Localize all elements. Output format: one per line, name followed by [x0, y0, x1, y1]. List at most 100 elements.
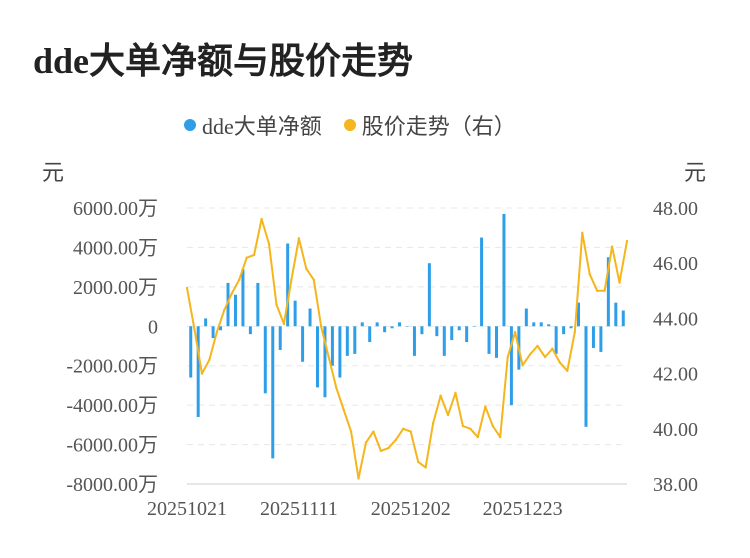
price-point [260, 217, 263, 221]
right-tick-label: 42.00 [653, 364, 698, 386]
price-point [364, 441, 368, 444]
dde-bar[interactable] [420, 326, 424, 335]
dde-bar[interactable] [502, 213, 506, 327]
dde-bar[interactable] [621, 310, 625, 327]
dde-bar[interactable] [427, 263, 431, 327]
dde-bar[interactable] [569, 326, 573, 329]
dde-bar[interactable] [233, 294, 237, 327]
price-point [581, 231, 584, 235]
dde-bar[interactable] [472, 326, 476, 327]
right-axis-unit: 元 [684, 160, 707, 185]
price-point [551, 347, 554, 350]
dde-bar[interactable] [457, 326, 461, 331]
dde-bar[interactable] [345, 326, 349, 356]
price-point [513, 331, 517, 334]
price-point [327, 355, 330, 359]
dde-bar[interactable] [323, 326, 327, 398]
dde-bar[interactable] [360, 322, 364, 327]
x-tick-label: 20251021 [147, 498, 227, 520]
dde-bar[interactable] [204, 318, 208, 327]
dde-bar[interactable] [353, 326, 357, 354]
x-tick-label: 20251111 [260, 498, 338, 520]
price-point [394, 438, 398, 442]
dde-bar[interactable] [554, 326, 558, 354]
left-tick-label: -6000.00万 [66, 435, 158, 457]
dde-bar[interactable] [480, 237, 484, 327]
dde-bar[interactable] [293, 300, 297, 327]
left-tick-label: 0 [148, 316, 158, 338]
left-tick-label: -8000.00万 [66, 474, 158, 496]
dde-bar[interactable] [368, 326, 372, 343]
price-point [566, 369, 569, 373]
dde-bar[interactable] [263, 326, 267, 394]
dde-bar[interactable] [606, 257, 610, 327]
dde-bar[interactable] [241, 269, 245, 327]
dde-bar[interactable] [301, 326, 305, 362]
dde-bar[interactable] [465, 326, 469, 343]
left-tick-label: 6000.00万 [73, 198, 158, 220]
dde-bar[interactable] [286, 243, 290, 327]
dde-bar[interactable] [338, 326, 342, 378]
dde-bar[interactable] [539, 322, 543, 327]
dde-bar[interactable] [524, 308, 528, 327]
dde-bar[interactable] [226, 282, 230, 327]
price-point [387, 446, 390, 450]
price-point [230, 292, 233, 295]
dde-bar[interactable] [398, 322, 402, 327]
price-point [454, 391, 457, 395]
price-point [506, 355, 509, 359]
dde-bar[interactable] [614, 302, 618, 327]
bar-series-dde [189, 213, 625, 459]
price-point [305, 267, 308, 270]
dde-bar[interactable] [375, 322, 379, 327]
dde-bar[interactable] [562, 326, 566, 335]
price-point [476, 435, 480, 439]
price-line[interactable] [186, 218, 628, 480]
dde-bar[interactable] [584, 326, 588, 427]
dde-bar[interactable] [599, 326, 603, 352]
dde-bar[interactable] [248, 326, 252, 335]
legend-item-price[interactable]: 股价走势（右） [343, 109, 516, 141]
dde-bar[interactable] [189, 326, 193, 378]
dde-bar[interactable] [316, 326, 320, 388]
price-point [491, 424, 494, 428]
dde-bar[interactable] [211, 326, 215, 339]
right-tick-label: 46.00 [653, 253, 698, 275]
dde-bar[interactable] [494, 326, 498, 358]
dde-bar[interactable] [390, 326, 394, 329]
price-point [342, 408, 345, 411]
dde-bar[interactable] [450, 326, 454, 341]
dde-bar[interactable] [196, 326, 200, 417]
price-point [320, 325, 323, 328]
dde-bar[interactable] [442, 326, 446, 356]
dde-bar[interactable] [271, 326, 275, 459]
right-tick-label: 38.00 [653, 474, 698, 496]
dde-bar[interactable] [532, 322, 536, 327]
price-point [610, 245, 614, 248]
dde-bar[interactable] [219, 326, 223, 331]
price-point [588, 273, 591, 276]
dde-bar[interactable] [412, 326, 416, 356]
dde-bar[interactable] [487, 326, 491, 354]
right-tick-label: 40.00 [653, 419, 698, 441]
dde-bar[interactable] [278, 326, 282, 350]
dde-bar[interactable] [330, 326, 334, 366]
dde-bar[interactable] [308, 308, 312, 327]
dde-bar[interactable] [256, 282, 260, 327]
price-point [536, 344, 539, 348]
legend-label-price: 股价走势（右） [361, 114, 516, 139]
dde-bar[interactable] [577, 302, 581, 327]
price-point [461, 424, 465, 428]
dde-bar[interactable] [591, 326, 595, 348]
price-point [200, 372, 204, 375]
price-point [625, 239, 629, 243]
dde-bar[interactable] [435, 326, 439, 337]
price-point [499, 435, 502, 439]
dde-bar[interactable] [509, 326, 513, 406]
dde-bar[interactable] [405, 326, 409, 327]
price-point [275, 303, 278, 306]
dde-bar[interactable] [383, 326, 387, 333]
price-point [543, 355, 547, 359]
dde-bar[interactable] [547, 324, 551, 327]
legend-item-dde[interactable]: dde大单净额 [184, 109, 322, 141]
